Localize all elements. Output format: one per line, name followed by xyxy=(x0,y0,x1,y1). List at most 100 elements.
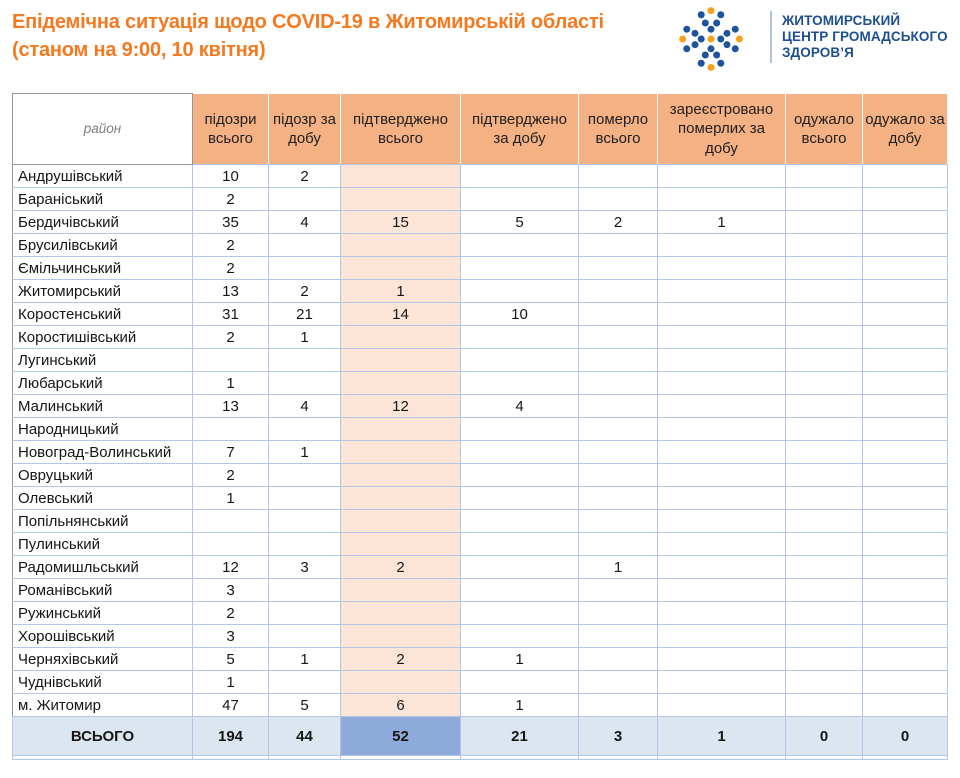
value-cell xyxy=(268,624,341,648)
value-cell: 4 xyxy=(460,394,579,418)
value-cell xyxy=(340,233,461,257)
table-row: Брусилівський 2 xyxy=(12,233,948,257)
value-cell xyxy=(340,164,461,188)
value-cell xyxy=(862,647,948,671)
value-cell xyxy=(340,325,461,349)
value-cell: 5 xyxy=(192,647,269,671)
value-cell xyxy=(785,693,863,717)
value-cell xyxy=(460,486,579,510)
value-cell xyxy=(340,371,461,395)
value-cell xyxy=(785,670,863,694)
value-cell: 2 xyxy=(192,325,269,349)
value-cell xyxy=(268,532,341,556)
table-row: Новоград-Волинський 7 1 xyxy=(12,440,948,464)
value-cell xyxy=(460,187,579,211)
district-name-cell: Романівський xyxy=(12,578,193,602)
column-header-confirmed-per-day: підтверджено за добу xyxy=(460,93,579,165)
value-cell xyxy=(785,509,863,533)
value-cell: 15 xyxy=(340,210,461,234)
empty-cell xyxy=(460,755,579,760)
value-cell xyxy=(785,440,863,464)
value-cell xyxy=(657,486,786,510)
value-cell xyxy=(657,578,786,602)
value-cell: 1 xyxy=(460,693,579,717)
value-cell: 13 xyxy=(192,394,269,418)
value-cell xyxy=(340,624,461,648)
value-cell: 3 xyxy=(192,624,269,648)
district-name-cell: Ємільчинський xyxy=(12,256,193,280)
org-logo: ЖИТОМИРСЬКИЙ ЦЕНТР ГРОМАДСЬКОГО ЗДОРОВ’Я xyxy=(676,4,948,74)
value-cell xyxy=(862,555,948,579)
value-cell xyxy=(862,670,948,694)
empty-cell xyxy=(578,755,658,760)
value-cell xyxy=(862,578,948,602)
value-cell xyxy=(578,532,658,556)
value-cell: 2 xyxy=(268,279,341,303)
table-row: Романівський 3 xyxy=(12,578,948,602)
column-header-deaths-registered-per-day: зареєстровано померлих за добу xyxy=(657,93,786,165)
value-cell xyxy=(657,555,786,579)
value-cell xyxy=(785,210,863,234)
value-cell: 1 xyxy=(192,371,269,395)
value-cell xyxy=(578,693,658,717)
value-cell xyxy=(785,532,863,556)
value-cell xyxy=(578,371,658,395)
value-cell xyxy=(192,417,269,441)
total-value-cell: 1 xyxy=(657,716,786,756)
value-cell: 2 xyxy=(340,647,461,671)
value-cell xyxy=(657,233,786,257)
value-cell xyxy=(460,417,579,441)
value-cell xyxy=(862,624,948,648)
value-cell xyxy=(192,532,269,556)
value-cell: 12 xyxy=(192,555,269,579)
district-name-cell: Андрушівський xyxy=(12,164,193,188)
value-cell xyxy=(862,440,948,464)
value-cell xyxy=(578,279,658,303)
value-cell: 14 xyxy=(340,302,461,326)
district-name-cell: Бердичівський xyxy=(12,210,193,234)
value-cell xyxy=(578,647,658,671)
table-row: Ружинський 2 xyxy=(12,601,948,625)
table-row: Олевський 1 xyxy=(12,486,948,510)
org-name: ЖИТОМИРСЬКИЙ ЦЕНТР ГРОМАДСЬКОГО ЗДОРОВ’Я xyxy=(782,13,948,61)
total-value-cell: 3 xyxy=(578,716,658,756)
page-title: Епідемічна ситуація щодо COVID-19 в Жито… xyxy=(12,8,672,64)
empty-cell xyxy=(340,755,461,760)
table-row: Чуднівський 1 xyxy=(12,670,948,694)
value-cell xyxy=(268,233,341,257)
value-cell: 2 xyxy=(192,233,269,257)
value-cell xyxy=(785,348,863,372)
value-cell: 21 xyxy=(268,302,341,326)
value-cell xyxy=(460,463,579,487)
value-cell xyxy=(578,440,658,464)
value-cell xyxy=(578,670,658,694)
org-name-line1: ЖИТОМИРСЬКИЙ xyxy=(782,13,901,28)
value-cell xyxy=(340,578,461,602)
value-cell: 2 xyxy=(340,555,461,579)
value-cell xyxy=(340,509,461,533)
value-cell xyxy=(657,601,786,625)
logo-divider xyxy=(770,11,772,63)
value-cell: 1 xyxy=(268,325,341,349)
district-name-cell: Народницький xyxy=(12,417,193,441)
total-value-cell: 44 xyxy=(268,716,341,756)
value-cell: 13 xyxy=(192,279,269,303)
total-row: ВСЬОГО 194 44 52 21 3 1 0 0 xyxy=(12,716,948,756)
district-name-cell: Черняхівський xyxy=(12,647,193,671)
value-cell xyxy=(340,187,461,211)
empty-clipped-row xyxy=(12,755,948,760)
district-name-cell: Любарський xyxy=(12,371,193,395)
value-cell xyxy=(460,578,579,602)
value-cell xyxy=(268,417,341,441)
value-cell xyxy=(785,647,863,671)
value-cell xyxy=(862,348,948,372)
value-cell xyxy=(785,601,863,625)
value-cell xyxy=(657,371,786,395)
value-cell xyxy=(578,624,658,648)
value-cell xyxy=(657,670,786,694)
value-cell: 3 xyxy=(192,578,269,602)
value-cell xyxy=(268,348,341,372)
value-cell xyxy=(785,624,863,648)
value-cell xyxy=(657,164,786,188)
value-cell xyxy=(578,463,658,487)
